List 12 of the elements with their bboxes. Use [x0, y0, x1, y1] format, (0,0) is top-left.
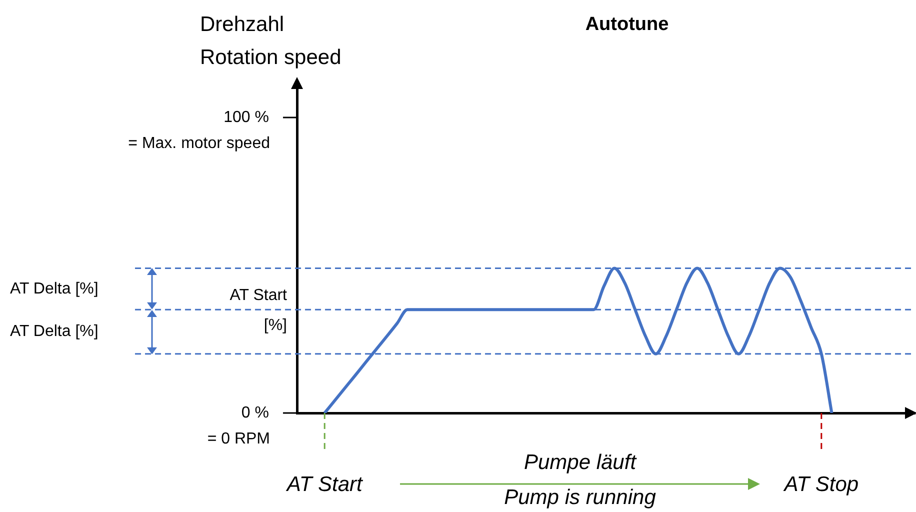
text: AT Delta [%]: [10, 323, 98, 340]
text: = 0 RPM: [207, 430, 270, 448]
y-tick-label: 100 %: [224, 108, 269, 126]
chart-title: Autotune: [585, 14, 669, 36]
text: AT Delta [%]: [10, 280, 98, 298]
text: AT Start: [284, 472, 364, 496]
y-axis-title: Drehzahl Rotation speed: [200, 12, 342, 69]
text: = Max. motor speed: [128, 134, 270, 152]
ref-line-label: AT Start [%]: [230, 286, 288, 334]
y-tick-label: 0 %: [241, 404, 269, 422]
text: Pumpe läuft Pump is running: [504, 450, 656, 509]
text: AT Stop: [782, 472, 859, 496]
